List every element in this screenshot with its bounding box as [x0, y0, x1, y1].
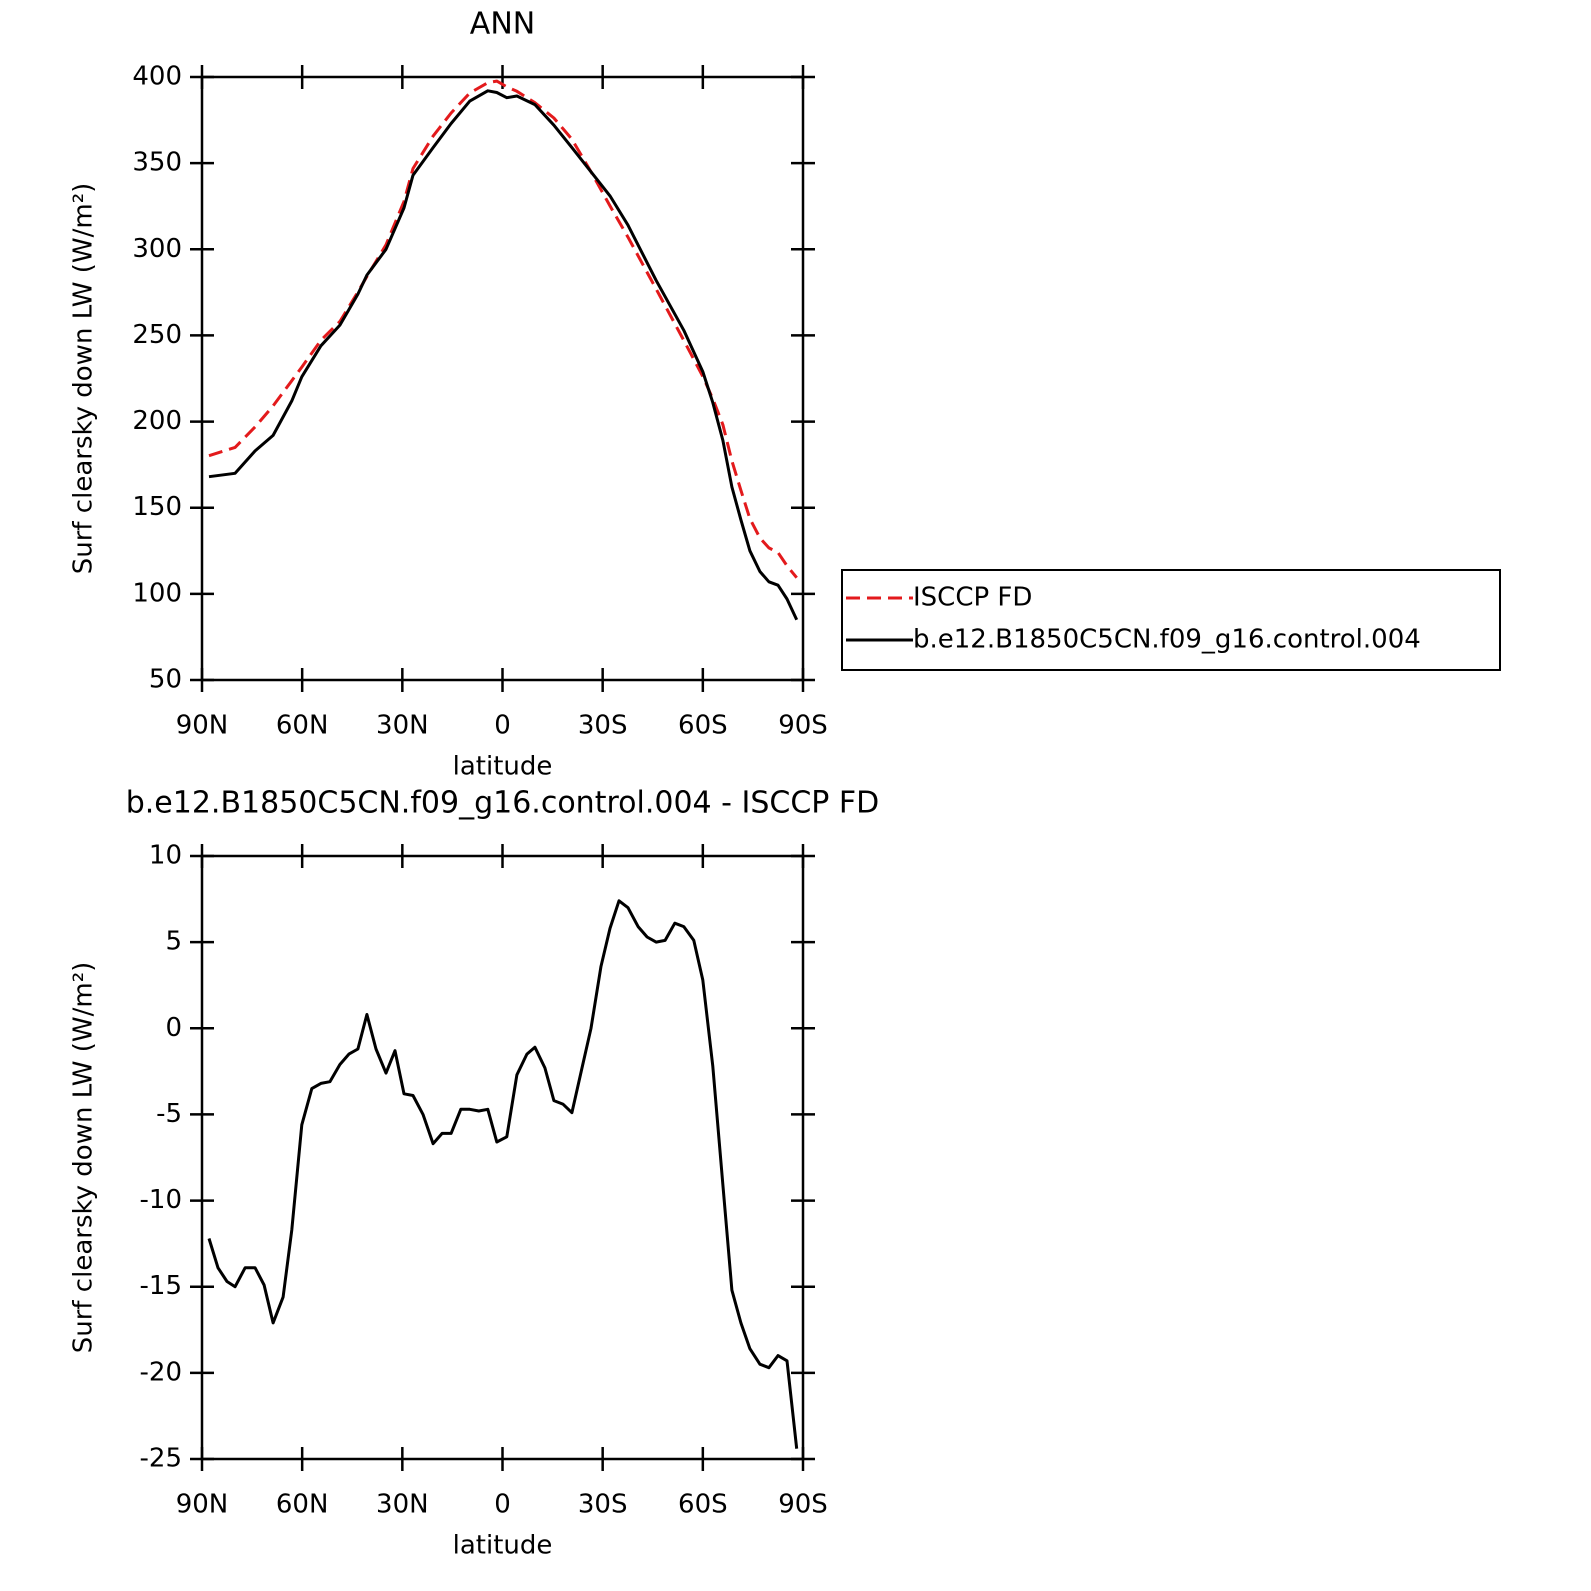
y-tick-label: 100 — [132, 578, 182, 608]
y-axis-label: Surf clearsky down LW (W/m²) — [69, 183, 99, 575]
legend-box — [841, 569, 1501, 671]
line — [208, 79, 798, 579]
y-tick-label: 350 — [132, 148, 182, 178]
x-tick-label: 0 — [494, 1490, 511, 1520]
x-tick-label: 60N — [276, 1490, 329, 1520]
x-axis-label: latitude — [453, 752, 553, 782]
x-tick-label: 30S — [578, 711, 628, 741]
x-tick-label: 0 — [494, 711, 511, 741]
chart-title: ANN — [470, 7, 535, 42]
y-tick-label: 10 — [149, 841, 182, 871]
y-tick-label: 50 — [149, 665, 182, 695]
x-tick-label: 60S — [678, 1490, 728, 1520]
x-tick-label: 30N — [376, 711, 429, 741]
legend-label: b.e12.B1850C5CN.f09_g16.control.004 — [913, 625, 1421, 655]
y-axis-label: Surf clearsky down LW (W/m²) — [69, 962, 99, 1354]
x-tick-label: 30S — [578, 1490, 628, 1520]
y-tick-label: -25 — [140, 1444, 182, 1474]
y-tick-label: -10 — [140, 1185, 182, 1215]
x-tick-label: 90S — [778, 711, 828, 741]
y-tick-label: 300 — [132, 234, 182, 264]
y-tick-label: -15 — [140, 1271, 182, 1301]
plot-frame — [200, 854, 805, 1461]
y-tick-label: 400 — [132, 62, 182, 92]
line — [208, 89, 799, 621]
y-tick-label: 0 — [165, 1013, 182, 1043]
x-tick-label: 90S — [778, 1490, 828, 1520]
y-tick-label: 250 — [132, 320, 182, 350]
x-tick-label: 30N — [376, 1490, 429, 1520]
x-tick-label: 60N — [276, 711, 329, 741]
y-tick-label: -20 — [140, 1357, 182, 1387]
line — [207, 899, 799, 1449]
plot-frame — [200, 75, 805, 682]
legend-label: ISCCP FD — [913, 583, 1032, 613]
x-axis-label: latitude — [453, 1531, 553, 1561]
y-tick-label: 5 — [165, 927, 182, 957]
x-tick-label: 90N — [176, 711, 229, 741]
x-tick-label: 90N — [176, 1490, 229, 1520]
y-tick-label: 150 — [132, 492, 182, 522]
chart-title: b.e12.B1850C5CN.f09_g16.control.004 - IS… — [126, 786, 880, 821]
y-tick-label: -5 — [156, 1099, 182, 1129]
y-tick-label: 200 — [132, 406, 182, 436]
x-tick-label: 60S — [678, 711, 728, 741]
